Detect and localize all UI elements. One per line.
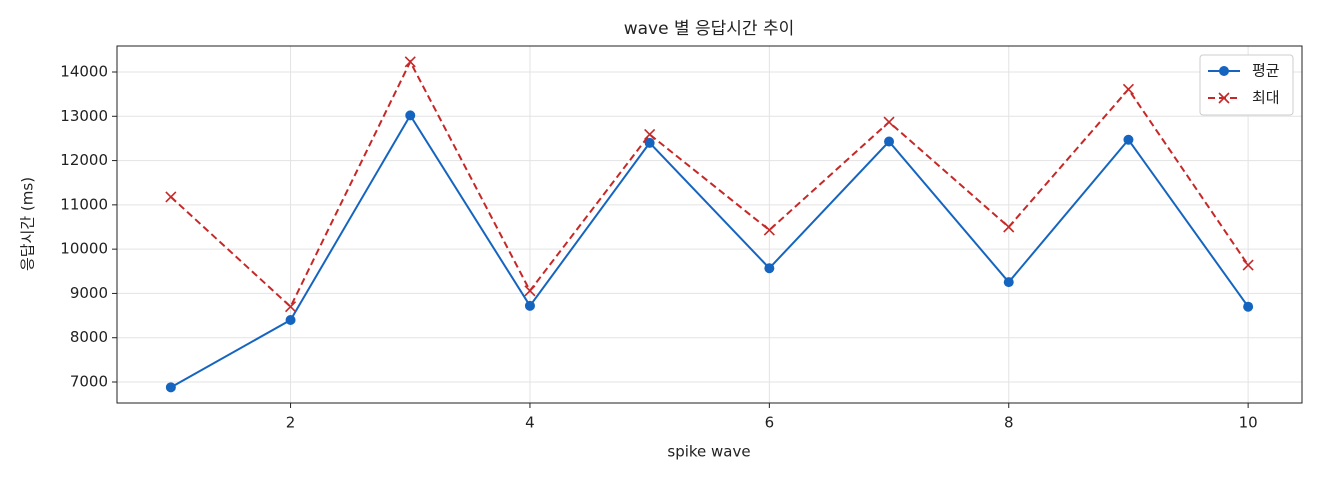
- marker: [404, 56, 416, 68]
- series-line: [170, 113, 1249, 389]
- marker: [285, 315, 296, 326]
- marker: [1123, 134, 1134, 145]
- legend-marker: [1218, 92, 1230, 104]
- y-tick-label: 14000: [60, 62, 108, 80]
- y-tick-label: 10000: [60, 240, 108, 258]
- y-axis-label: 응답시간 (ms): [19, 177, 37, 271]
- marker: [1243, 301, 1254, 312]
- marker: [1003, 221, 1015, 233]
- x-tick-label: 6: [765, 414, 775, 432]
- marker: [644, 128, 656, 141]
- legend-marker: [1219, 66, 1229, 76]
- y-tick-label: 11000: [60, 195, 108, 213]
- y-tick-label: 12000: [60, 151, 108, 169]
- plot-frame: [116, 45, 1303, 404]
- marker: [165, 191, 177, 203]
- marker: [883, 116, 895, 128]
- x-tick-label: 4: [525, 414, 535, 432]
- x-tick-label: 8: [1004, 414, 1014, 432]
- marker: [644, 137, 655, 148]
- legend-label: 평균: [1252, 62, 1280, 80]
- marker: [405, 110, 416, 121]
- legend-label: 최대: [1252, 89, 1280, 107]
- marker: [1122, 83, 1135, 95]
- marker: [764, 263, 775, 274]
- chart-title: wave 별 응답시간 추이: [624, 19, 795, 39]
- y-tick-label: 13000: [60, 107, 108, 125]
- marker: [524, 285, 536, 297]
- marker: [284, 301, 297, 313]
- x-tick-label: 2: [286, 414, 296, 432]
- marker: [763, 224, 775, 236]
- marker: [1242, 259, 1254, 271]
- y-tick-label: 7000: [70, 373, 108, 391]
- x-tick-label: 10: [1239, 414, 1258, 432]
- series-line: [170, 59, 1249, 309]
- x-axis-label: spike wave: [667, 443, 750, 461]
- marker: [1003, 277, 1014, 288]
- marker: [165, 382, 176, 393]
- y-tick-label: 8000: [70, 328, 108, 346]
- marker: [884, 136, 895, 147]
- marker: [524, 300, 535, 311]
- y-tick-label: 9000: [70, 284, 108, 302]
